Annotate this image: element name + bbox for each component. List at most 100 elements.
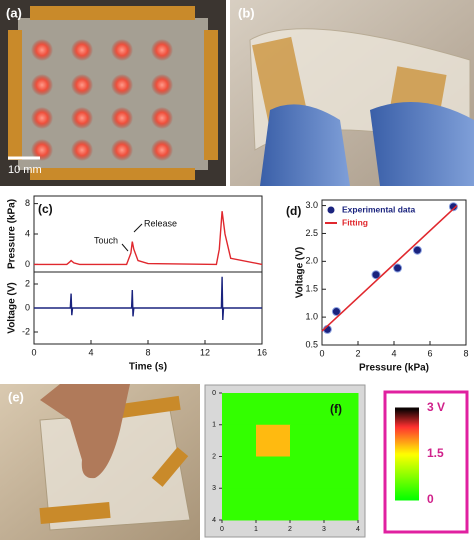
y-tick-label: 2.5	[305, 228, 318, 238]
colorbar-step	[395, 425, 419, 429]
y-axis-label: Pressure (kPa)	[7, 199, 18, 269]
colorbar-step	[395, 407, 419, 411]
colorbar-step	[395, 489, 419, 493]
photo-b: (b)	[230, 0, 474, 186]
colorbar-step	[395, 481, 419, 485]
annotation: Touch	[94, 235, 118, 245]
x-axis-label: Time (s)	[129, 362, 167, 373]
heatmap-cell	[222, 488, 257, 521]
heatmap-cell	[290, 393, 325, 426]
y-tick-label: 1.5	[305, 284, 318, 294]
y-tick-label: 3	[212, 485, 216, 492]
heatmap-cell	[222, 424, 257, 457]
y-tick-label: 8	[25, 198, 30, 208]
colorbar-step	[395, 491, 419, 495]
x-tick-label: 3	[322, 526, 326, 533]
colorbar-step	[395, 443, 419, 447]
colorbar-step	[395, 417, 419, 421]
colorbar-step	[395, 465, 419, 469]
data-line	[34, 211, 263, 266]
legend-swatch	[327, 206, 335, 214]
colorbar-step	[395, 435, 419, 439]
colorbar-step	[395, 457, 419, 461]
data-line	[321, 205, 458, 332]
colorbar-step	[395, 431, 419, 435]
y-tick-label: 0	[25, 259, 30, 269]
colorbar-step	[395, 413, 419, 417]
panel-label: (d)	[286, 204, 301, 218]
y-tick-label: 0	[25, 302, 30, 312]
colorbar-label: 0	[427, 492, 434, 506]
heatmap-cell	[256, 424, 291, 457]
colorbar-step	[395, 473, 419, 477]
y-tick-label: 1.0	[305, 311, 318, 321]
colorbar-step	[395, 451, 419, 455]
x-tick-label: 8	[145, 347, 150, 357]
colorbar-step	[395, 449, 419, 453]
y-tick-label: 2.0	[305, 256, 318, 266]
colorbar-step	[395, 497, 419, 501]
y-tick-label: 3.0	[305, 200, 318, 210]
heatmap-cell	[222, 456, 257, 489]
colorbar-step	[395, 437, 419, 441]
legend-label: Experimental data	[342, 204, 415, 214]
heatmap-cell	[324, 488, 359, 521]
y-tick-label: -2	[22, 326, 30, 336]
colorbar-step	[395, 447, 419, 451]
panel-label: (e)	[8, 389, 24, 404]
colorbar-step	[395, 453, 419, 457]
data-point	[371, 270, 381, 280]
x-tick-label: 0	[220, 526, 224, 533]
colorbar-label: 3 V	[427, 400, 445, 414]
heatmap-cell	[290, 488, 325, 521]
colorbar-step	[395, 445, 419, 449]
colorbar-step	[395, 485, 419, 489]
colorbar-step	[395, 415, 419, 419]
y-axis-label: Voltage (V)	[295, 247, 306, 298]
y-tick-label: 1	[212, 422, 216, 429]
colorbar-step	[395, 471, 419, 475]
colorbar-step	[395, 483, 419, 487]
colorbar-step	[395, 493, 419, 497]
heatmap-cell	[324, 456, 359, 489]
colorbar-step	[395, 467, 419, 471]
colorbar-step	[395, 455, 419, 459]
photo-a: 10 mm (a)	[0, 0, 226, 186]
data-point	[331, 307, 341, 317]
plot-frame	[33, 195, 263, 273]
scale-bar-label: 10 mm	[8, 164, 42, 176]
colorbar-step	[395, 461, 419, 465]
heatmap-cell	[256, 456, 291, 489]
colorbar-step	[395, 469, 419, 473]
x-tick-label: 16	[257, 347, 267, 357]
photo-e: (e)	[0, 384, 200, 540]
data-line	[34, 276, 262, 321]
x-tick-label: 4	[391, 348, 396, 358]
y-axis-label: Voltage (V)	[7, 282, 18, 333]
legend-label: Fitting	[342, 217, 368, 227]
data-point	[393, 263, 403, 273]
y-tick-label: 2	[25, 278, 30, 288]
y-tick-label: 4	[212, 517, 216, 524]
colorbar-step	[395, 463, 419, 467]
x-tick-label: 0	[319, 348, 324, 358]
colorbar-step	[395, 439, 419, 443]
colorbar-step	[395, 433, 419, 437]
heatmap-cell	[256, 488, 291, 521]
colorbar-step	[395, 495, 419, 499]
x-axis-label: Pressure (kPa)	[359, 363, 429, 374]
colorbar-step	[395, 475, 419, 479]
colorbar-step	[395, 441, 419, 445]
y-tick-label: 0.5	[305, 339, 318, 349]
heatmap-cell	[290, 424, 325, 457]
x-tick-label: 8	[463, 348, 468, 358]
heatmap-cell	[290, 456, 325, 489]
colorbar-step	[395, 477, 419, 481]
heatmap-cell	[222, 393, 257, 426]
data-point	[448, 202, 458, 212]
colorbar-step	[395, 487, 419, 491]
panel-label: (f)	[330, 402, 342, 416]
annotation: Release	[144, 218, 177, 228]
colorbar-step	[395, 479, 419, 483]
x-tick-label: 2	[355, 348, 360, 358]
